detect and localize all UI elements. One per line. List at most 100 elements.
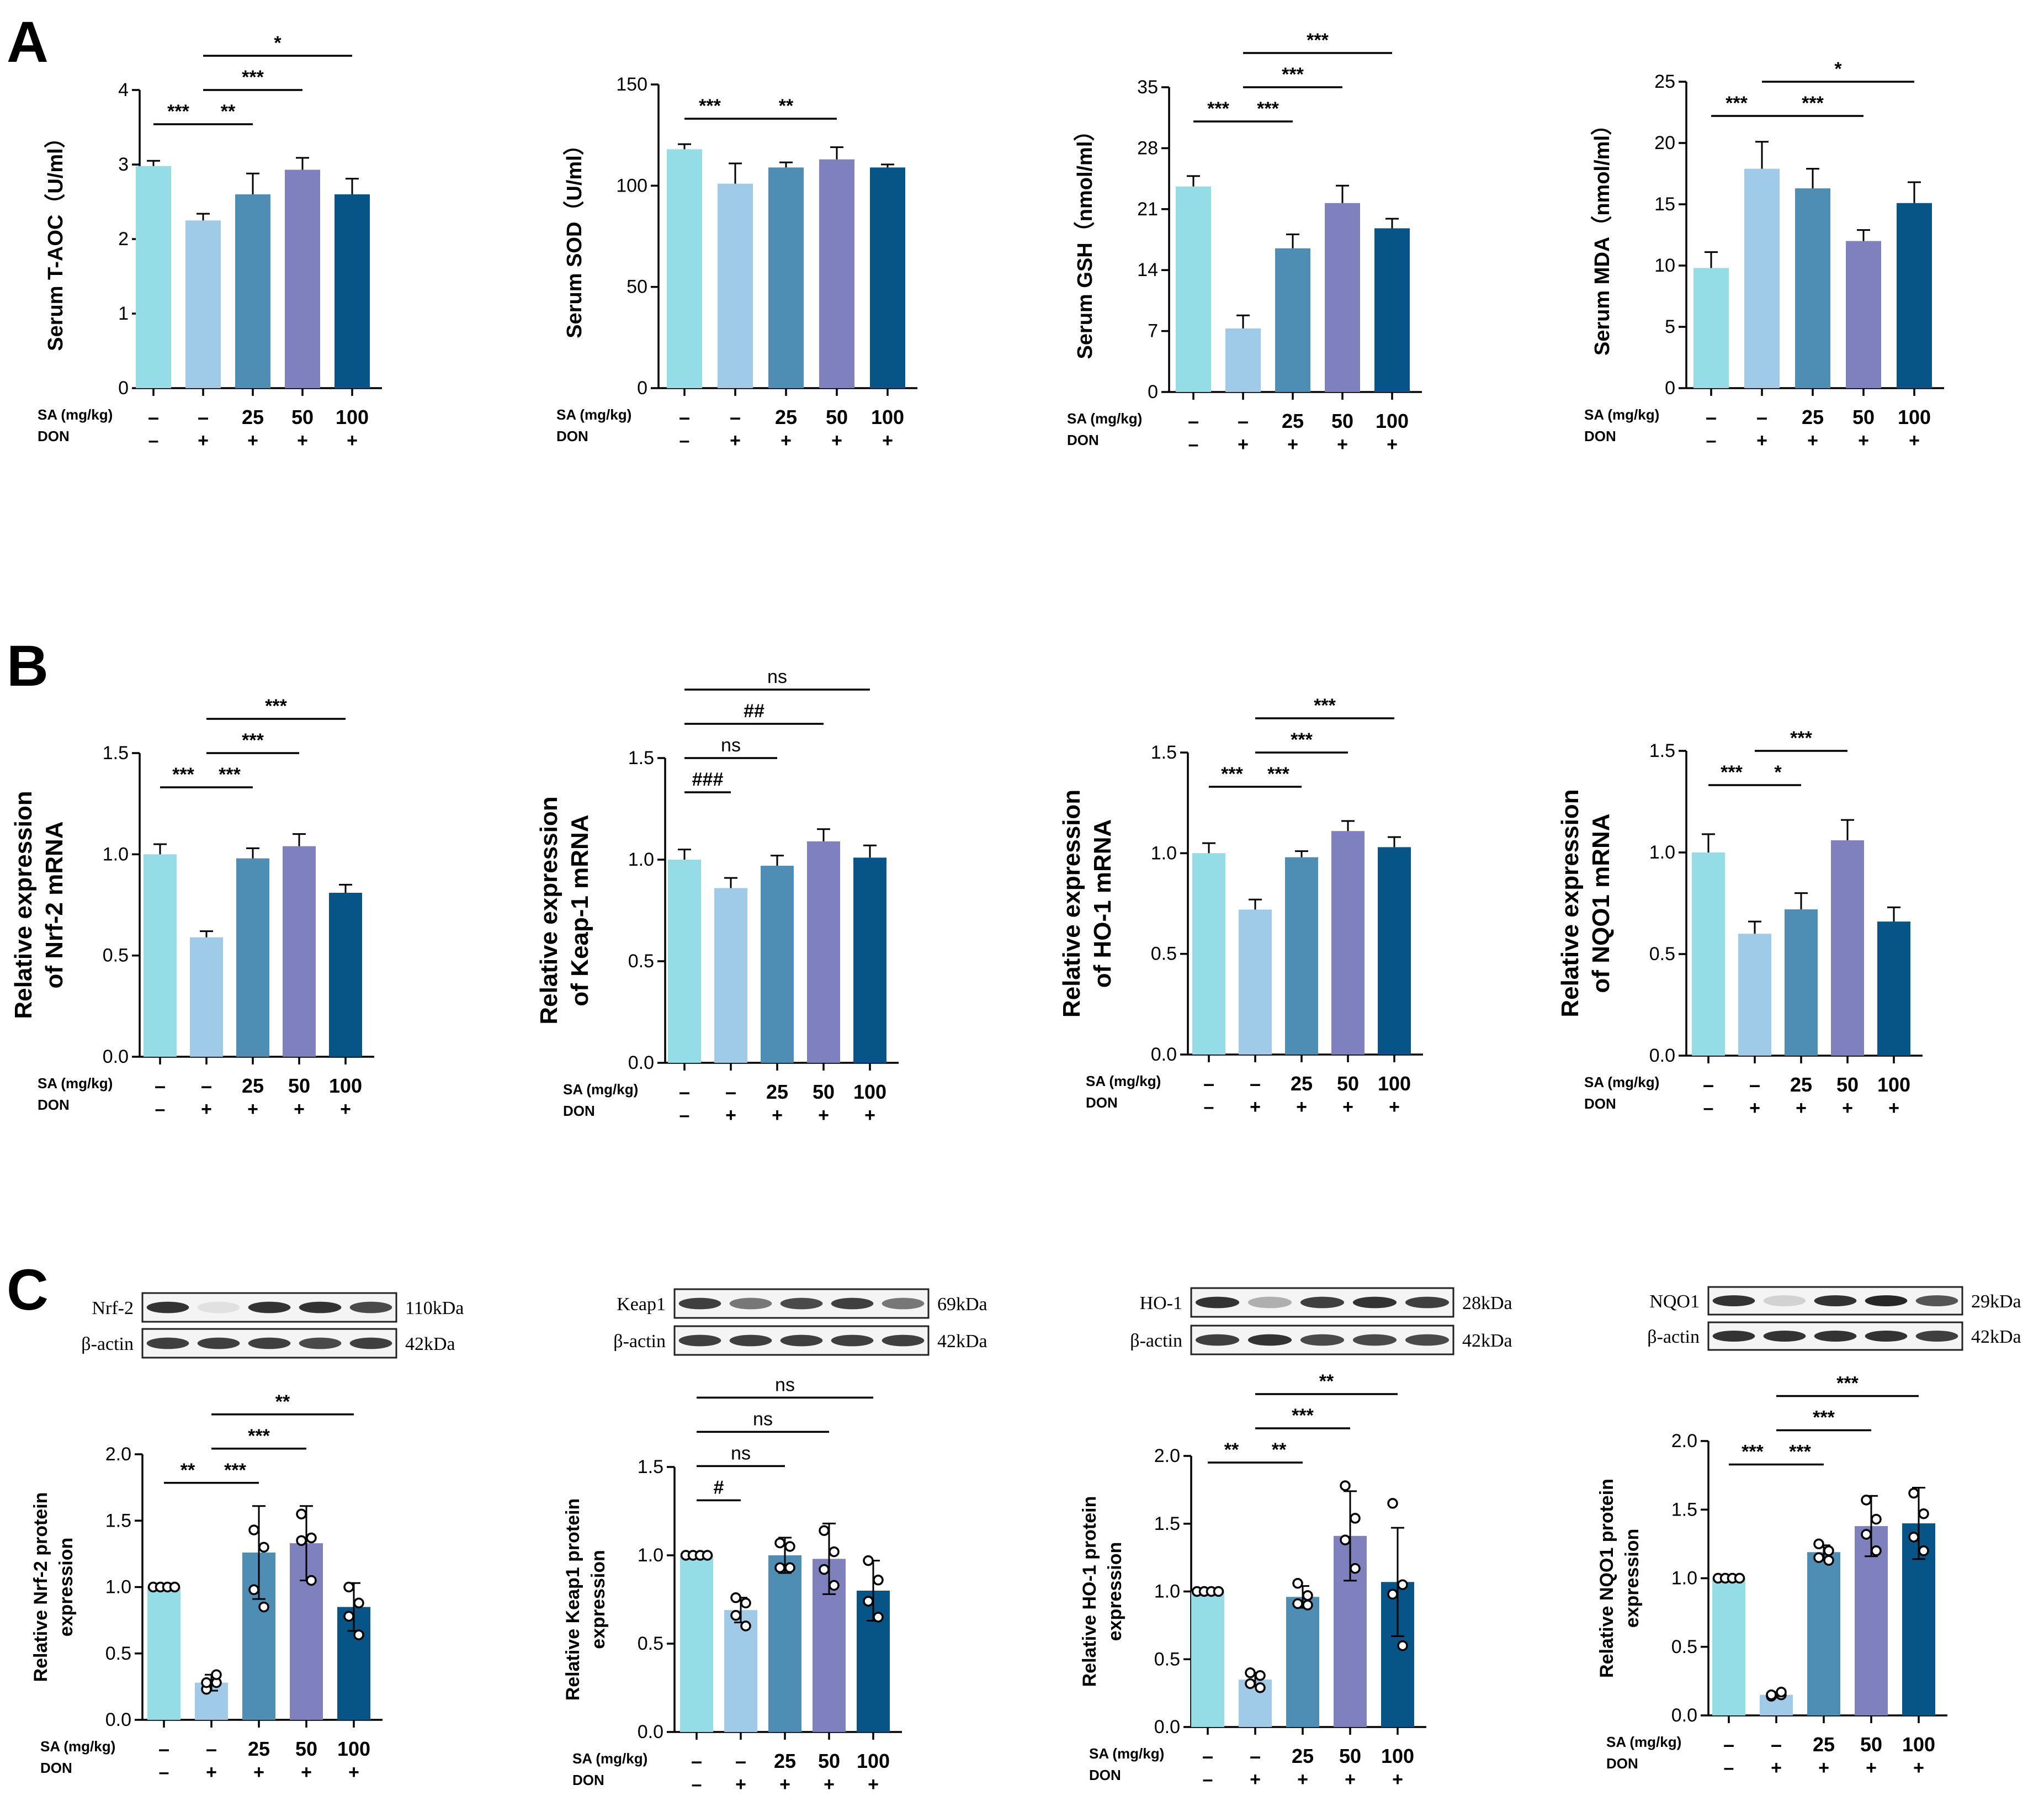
sa-dose: 25 — [1790, 1073, 1812, 1096]
don-sign: + — [781, 430, 792, 451]
sig-label: ### — [692, 769, 724, 790]
data-point — [1861, 1495, 1872, 1506]
y-tick-label: 10 — [1654, 255, 1675, 276]
data-point — [1823, 1555, 1834, 1566]
sig-label: ns — [731, 1443, 751, 1464]
blot-band-control — [780, 1334, 823, 1347]
y-tick-label: 1.0 — [103, 844, 129, 865]
data-point — [1397, 1640, 1408, 1651]
y-tick-label: 0.5 — [1671, 1636, 1697, 1657]
sa-dose: 100 — [1381, 1745, 1414, 1767]
don-sign: + — [725, 1105, 736, 1126]
blot-band-target — [197, 1301, 240, 1313]
bar — [136, 166, 171, 388]
sa-dose: – — [1706, 406, 1717, 428]
panel-label-a: A — [7, 10, 49, 75]
y-tick-label: 0.5 — [1154, 1649, 1180, 1670]
blot-kda-control: 42kDa — [1462, 1331, 1512, 1351]
sa-dose: 100 — [1877, 1073, 1910, 1096]
sa-row-label: SA (mg/kg) — [1086, 1073, 1161, 1089]
data-point — [1908, 1487, 1919, 1499]
sa-dose: – — [1756, 406, 1767, 428]
don-sign: + — [1287, 434, 1298, 455]
bar — [768, 167, 804, 388]
data-point — [1292, 1578, 1303, 1589]
bar — [1176, 186, 1211, 392]
data-point — [343, 1581, 354, 1593]
don-sign: + — [772, 1105, 783, 1126]
y-axis-title: Serum SOD（U/ml） — [563, 134, 586, 338]
data-point — [248, 1584, 259, 1596]
sig-label: *** — [1282, 64, 1304, 85]
don-sign: – — [1724, 1757, 1734, 1778]
blot-band-target — [1814, 1295, 1857, 1306]
sa-dose: – — [1203, 1072, 1214, 1095]
don-sign: – — [148, 430, 159, 451]
blot-band-control — [831, 1334, 874, 1347]
y-tick-label: 0.0 — [103, 1046, 129, 1067]
blot-kda-target: 69kDa — [937, 1294, 988, 1315]
sa-row-label: SA (mg/kg) — [556, 406, 631, 423]
y-tick-label: 0 — [1665, 378, 1675, 399]
data-point — [1302, 1599, 1313, 1611]
don-row-label: DON — [38, 428, 70, 444]
data-point — [1245, 1667, 1256, 1678]
data-point — [784, 1541, 795, 1552]
y-axis-title: Serum GSH（nmol/ml） — [1074, 120, 1097, 359]
bar — [718, 183, 753, 388]
sig-label: ns — [767, 666, 787, 687]
data-point — [863, 1555, 874, 1566]
data-point — [1302, 1590, 1313, 1601]
data-point — [296, 1508, 307, 1519]
blot-band-target — [780, 1297, 823, 1310]
data-point — [1397, 1579, 1408, 1590]
sig-label: *** — [167, 101, 189, 122]
y-axis-title: Relative HO-1 protein — [1079, 1496, 1100, 1687]
y-axis-title: Relative Nrf-2 protein — [30, 1492, 51, 1682]
sig-label: ## — [744, 701, 764, 722]
sig-label: ** — [1224, 1439, 1239, 1460]
sa-dose: – — [725, 1080, 736, 1103]
sa-dose: 50 — [1836, 1073, 1859, 1096]
don-sign: + — [1389, 1097, 1400, 1117]
sa-dose: – — [148, 406, 159, 428]
sig-label: *** — [1789, 1441, 1811, 1462]
chart-b2: 0.0 0.5 1.0 1.5 ### ns##ns Relative expression… — [535, 666, 899, 1126]
bar — [819, 159, 854, 388]
don-sign: – — [159, 1762, 169, 1783]
sa-dose: – — [1250, 1745, 1261, 1767]
don-sign: + — [348, 1762, 359, 1783]
don-sign: + — [1337, 434, 1348, 455]
don-sign: + — [1387, 434, 1398, 455]
bar — [1846, 241, 1881, 388]
chart-b1: 0.00.51.01.5*** *********Relative express… — [10, 696, 374, 1120]
sa-dose: 25 — [775, 406, 797, 428]
bar — [1192, 853, 1225, 1055]
sig-label: *** — [1813, 1407, 1835, 1428]
don-sign: + — [301, 1762, 312, 1783]
sa-dose: – — [1723, 1733, 1734, 1756]
y-tick-label: 0.0 — [1671, 1705, 1697, 1726]
blot-band-control — [1712, 1331, 1755, 1342]
y-tick-label: 15 — [1654, 194, 1675, 215]
y-tick-label: 2.0 — [105, 1444, 131, 1465]
blot-label-target: Nrf-2 — [92, 1298, 134, 1318]
sig-label: ** — [221, 101, 236, 122]
y-tick-label: 1.5 — [1154, 1513, 1180, 1534]
don-sign: + — [253, 1762, 264, 1783]
sa-dose: 50 — [1852, 406, 1875, 428]
data-point — [1823, 1545, 1834, 1556]
sig-label: *** — [219, 764, 241, 785]
bar — [1374, 228, 1410, 392]
don-sign: + — [198, 430, 209, 451]
data-point — [353, 1597, 364, 1609]
bar — [870, 167, 905, 388]
y-tick-label: 20 — [1654, 133, 1675, 153]
bar — [335, 194, 370, 388]
data-point — [306, 1575, 317, 1586]
blot-band-target — [1865, 1295, 1908, 1306]
blot-band-control — [349, 1337, 392, 1349]
sig-label: *** — [1790, 728, 1812, 749]
data-point — [1387, 1498, 1398, 1509]
